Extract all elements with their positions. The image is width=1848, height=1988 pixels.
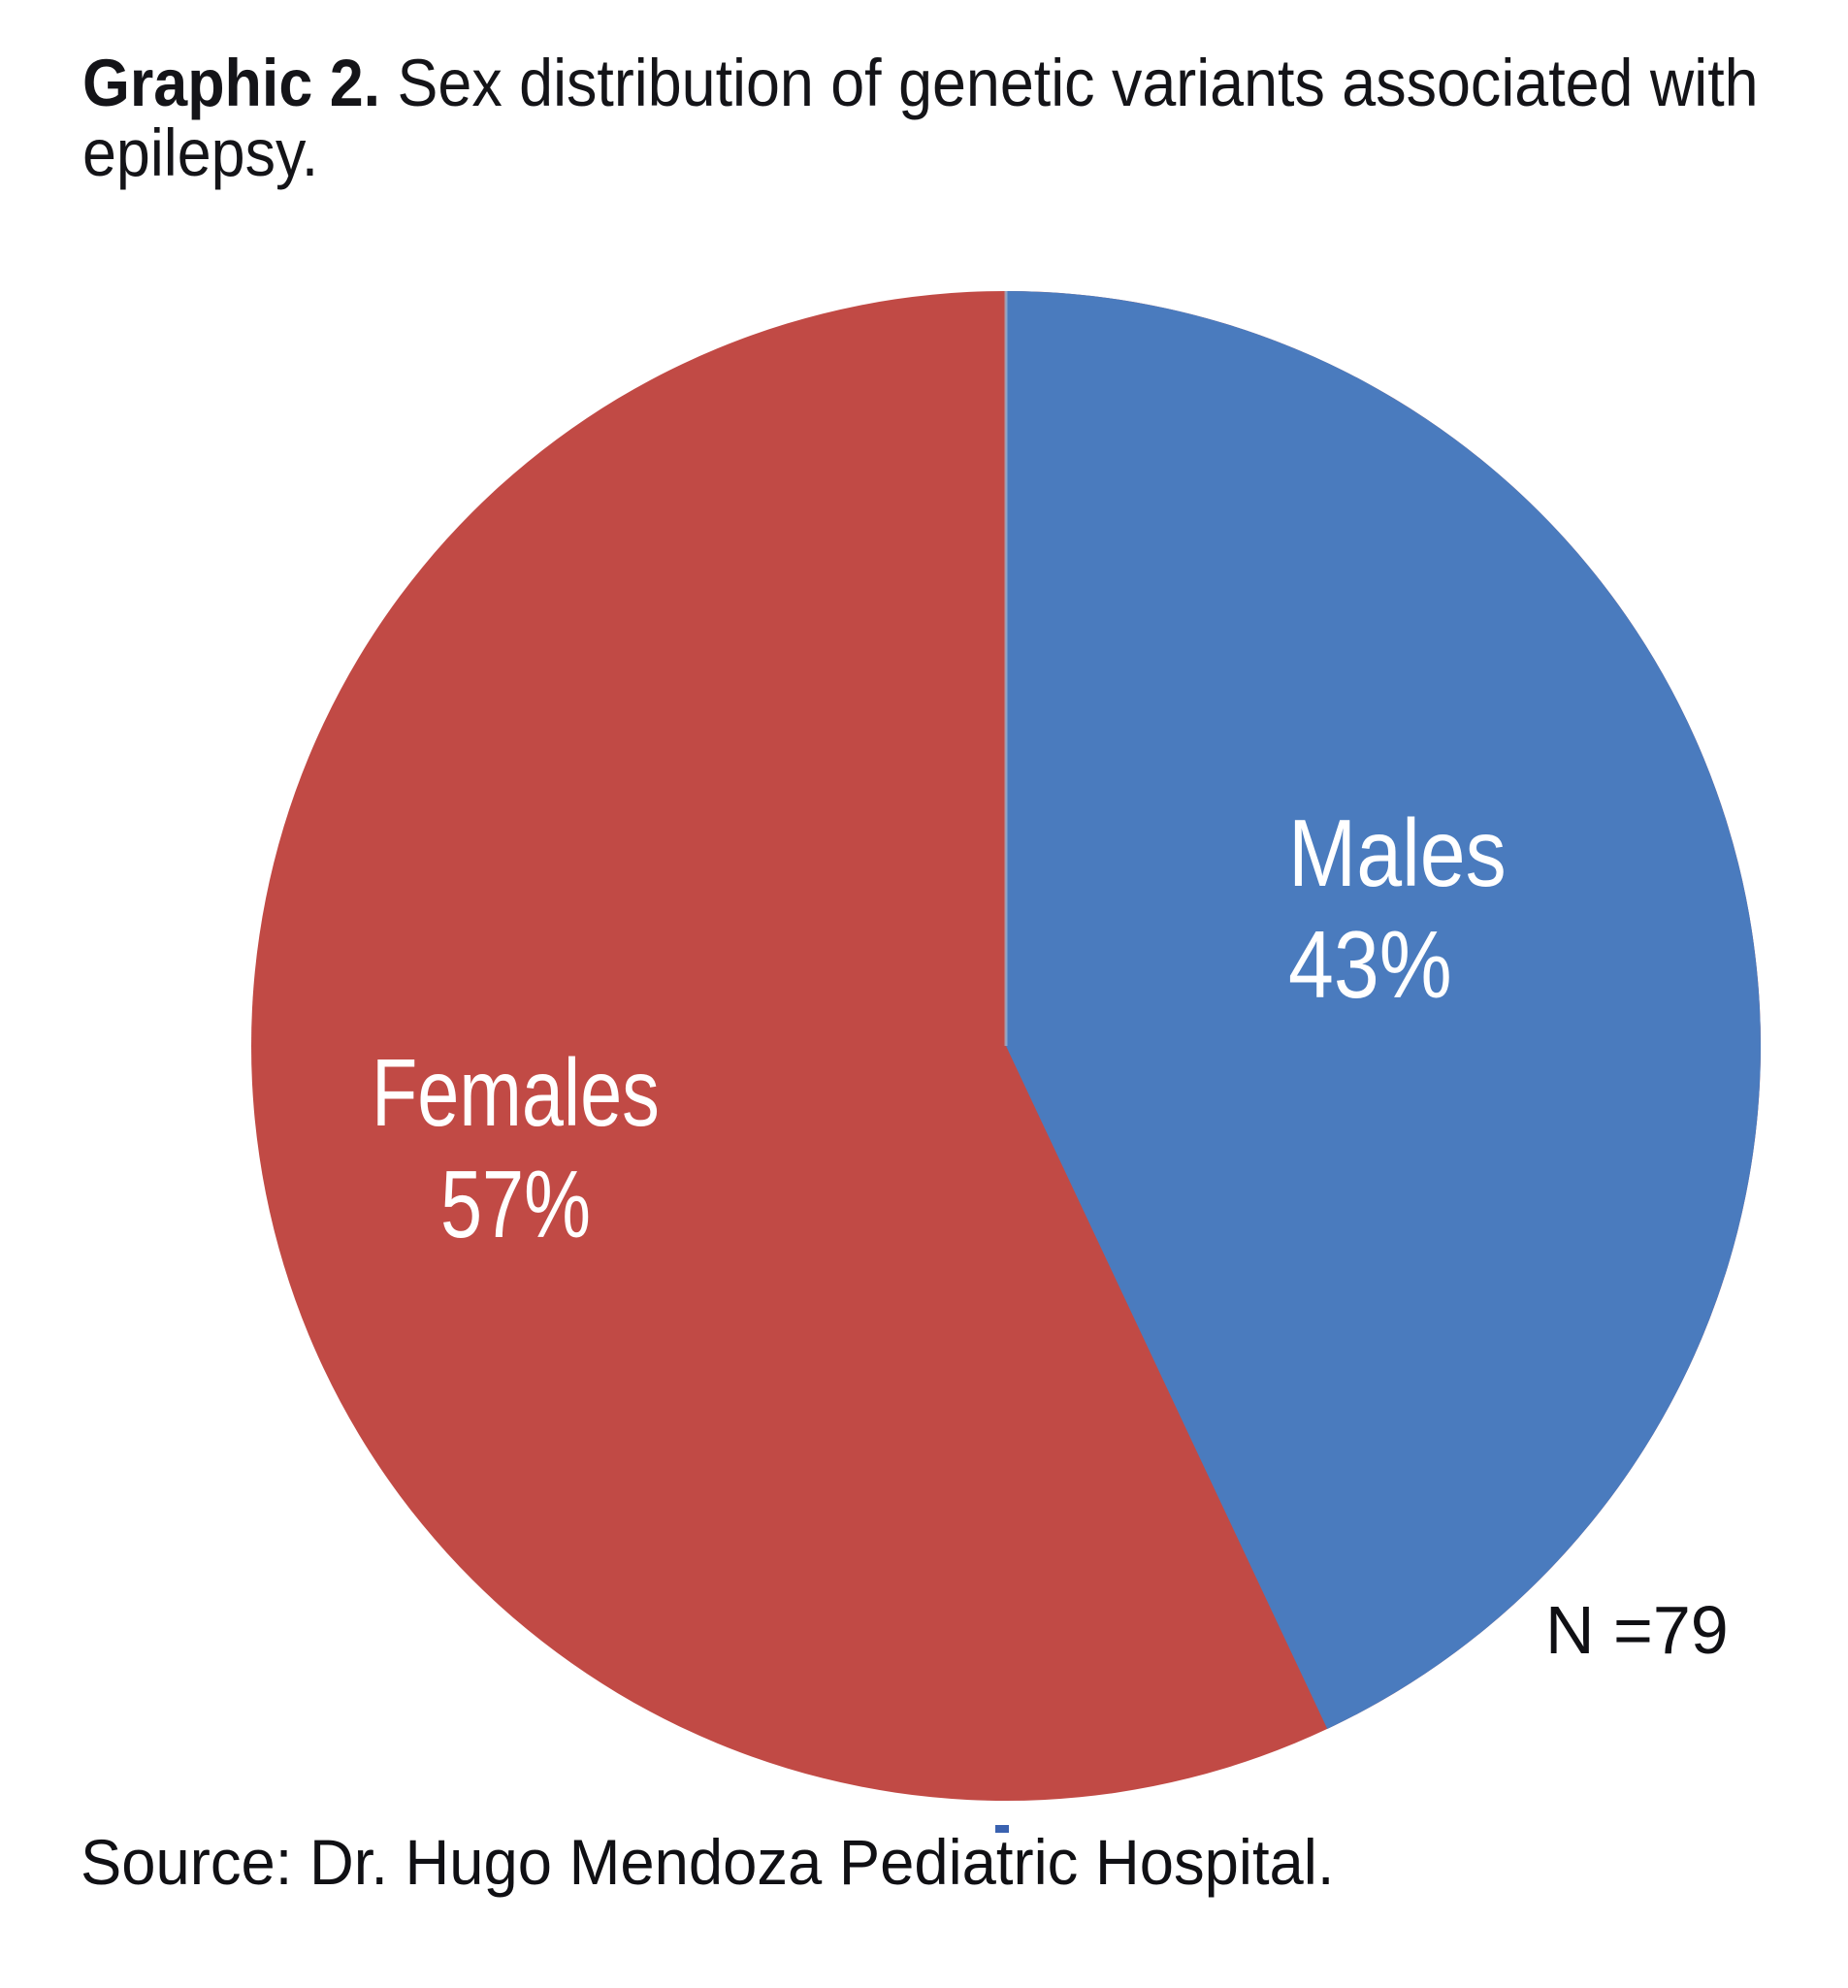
figure-title-number: Graphic 2.	[82, 46, 381, 120]
data-label-females: Females 57%	[372, 1037, 660, 1260]
pie-slice-males	[1006, 291, 1761, 1729]
chart-artifact-mark	[995, 1825, 1009, 1833]
females-label-text: Females	[372, 1039, 660, 1146]
figure-title-text: Sex distribution of genetic variants ass…	[82, 46, 1759, 190]
males-label-text: Males	[1288, 799, 1507, 906]
source-caption: Source: Dr. Hugo Mendoza Pediatric Hospi…	[81, 1826, 1335, 1898]
females-label-value: 57%	[439, 1151, 591, 1257]
figure-title: Graphic 2. Sex distribution of genetic v…	[82, 49, 1831, 188]
data-label-males: Males 43%	[1288, 798, 1507, 1021]
sample-size-annotation: N =79	[1545, 1592, 1729, 1668]
males-label-value: 43%	[1288, 911, 1452, 1018]
